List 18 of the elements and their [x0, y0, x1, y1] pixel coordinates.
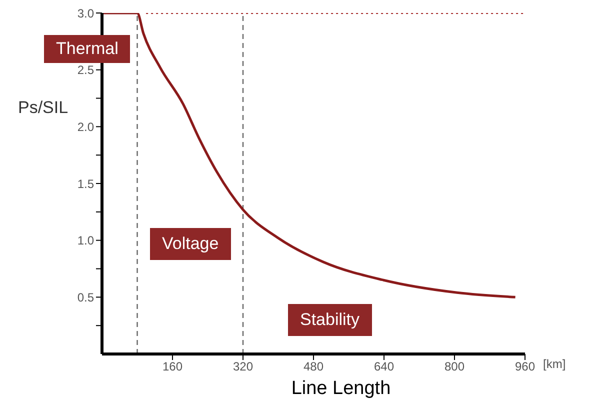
y-tick-label: 2.5 — [77, 63, 94, 78]
x-tick-label: 640 — [374, 360, 394, 374]
annotation: Voltage — [150, 228, 231, 260]
y-tick-label: 0.5 — [77, 290, 94, 304]
annotation: Stability — [288, 304, 372, 336]
text: [km] — [543, 357, 566, 371]
annotation: Thermal — [44, 35, 130, 63]
y-tick-label: 2.0 — [77, 120, 94, 134]
y-tick-label: 1.0 — [77, 234, 94, 248]
x-tick-label: 320 — [232, 360, 254, 374]
x-tick-label: 160 — [162, 360, 183, 374]
x-tick-label: 480 — [303, 360, 324, 374]
x-tick-label: 960 — [514, 360, 536, 374]
y-tick-label: 3.0 — [77, 6, 94, 20]
y-axis-title: Ps/SIL — [18, 98, 68, 117]
x-axis-title: Line Length — [291, 378, 391, 399]
y-tick-label: 1.5 — [77, 176, 94, 191]
x-tick-label: 800 — [444, 360, 465, 374]
